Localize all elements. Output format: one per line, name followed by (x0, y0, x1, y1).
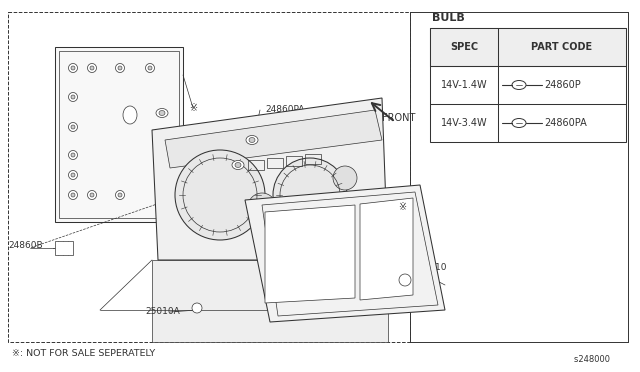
Circle shape (333, 166, 357, 190)
Circle shape (145, 64, 154, 73)
Circle shape (399, 274, 411, 286)
Circle shape (192, 303, 202, 313)
Circle shape (273, 158, 347, 232)
Polygon shape (152, 260, 388, 342)
Circle shape (88, 190, 97, 199)
Text: FRONT: FRONT (382, 113, 415, 123)
Bar (430, 28, 626, 142)
Circle shape (118, 66, 122, 70)
Text: 24813: 24813 (392, 244, 420, 253)
Bar (286, 156, 302, 166)
Text: BULB: BULB (432, 13, 465, 23)
Text: 24810: 24810 (418, 263, 447, 273)
Ellipse shape (159, 110, 165, 115)
Text: ※: ※ (398, 202, 406, 212)
Circle shape (71, 125, 75, 129)
Text: ※: NOT FOR SALE SEPERATELY: ※: NOT FOR SALE SEPERATELY (12, 350, 156, 359)
Text: s248000: s248000 (574, 356, 611, 365)
Text: 24860PA: 24860PA (544, 118, 587, 128)
Bar (248, 160, 264, 170)
Polygon shape (245, 185, 445, 322)
Circle shape (71, 95, 75, 99)
Circle shape (248, 193, 276, 221)
Text: 24860B: 24860B (8, 241, 43, 250)
Text: 24860P: 24860P (242, 135, 276, 144)
Circle shape (118, 193, 122, 197)
Ellipse shape (235, 163, 241, 167)
Circle shape (115, 190, 125, 199)
Polygon shape (360, 198, 413, 300)
Bar (8, 12, 410, 342)
Text: ※: ※ (189, 103, 197, 113)
Circle shape (68, 64, 77, 73)
Circle shape (68, 151, 77, 160)
Polygon shape (152, 98, 388, 260)
Circle shape (71, 193, 75, 197)
Circle shape (68, 190, 77, 199)
Ellipse shape (249, 138, 255, 142)
Ellipse shape (156, 109, 168, 118)
Bar (55, 241, 73, 255)
Circle shape (115, 64, 125, 73)
Text: PART CODE: PART CODE (531, 42, 593, 52)
Circle shape (68, 170, 77, 180)
Circle shape (71, 66, 75, 70)
Text: SPEC: SPEC (450, 42, 478, 52)
Bar (267, 158, 283, 168)
Bar (305, 154, 321, 164)
Circle shape (175, 150, 265, 240)
Ellipse shape (123, 106, 137, 124)
Polygon shape (265, 205, 355, 303)
Polygon shape (165, 110, 382, 168)
Text: 24860P: 24860P (544, 80, 580, 90)
Circle shape (90, 66, 94, 70)
Polygon shape (55, 47, 183, 222)
Bar (430, 28, 626, 66)
Text: 25010A: 25010A (145, 308, 180, 317)
Circle shape (88, 64, 97, 73)
Circle shape (68, 122, 77, 131)
Circle shape (90, 193, 94, 197)
Circle shape (68, 93, 77, 102)
Ellipse shape (246, 135, 258, 144)
Ellipse shape (232, 160, 244, 170)
Text: 14V-1.4W: 14V-1.4W (441, 80, 487, 90)
Circle shape (71, 153, 75, 157)
Text: 24860PA: 24860PA (265, 106, 305, 115)
Circle shape (71, 173, 75, 177)
Text: 14V-3.4W: 14V-3.4W (441, 118, 487, 128)
Circle shape (148, 66, 152, 70)
Text: 24860PA: 24860PA (218, 160, 257, 170)
